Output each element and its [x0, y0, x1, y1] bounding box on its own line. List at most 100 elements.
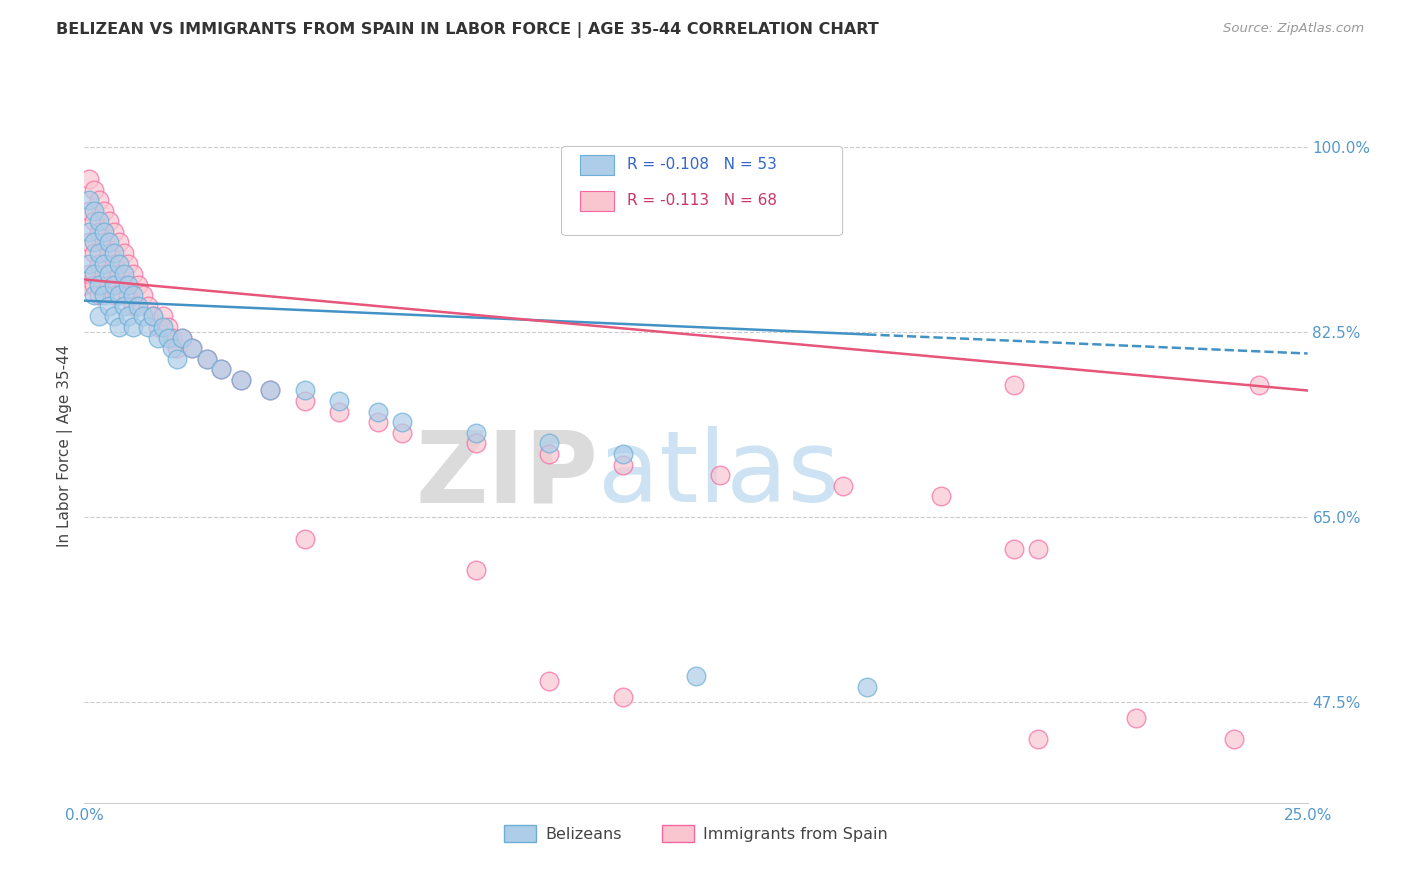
Point	[93, 267, 115, 281]
Text: R = -0.113   N = 68: R = -0.113 N = 68	[627, 193, 778, 208]
Point	[142, 310, 165, 324]
Point	[117, 288, 139, 302]
Point	[122, 320, 145, 334]
Point	[97, 299, 120, 313]
Point	[391, 415, 413, 429]
Point	[1028, 542, 1050, 557]
Point	[122, 299, 145, 313]
Point	[97, 267, 120, 281]
Point	[146, 320, 169, 334]
Point	[77, 193, 100, 207]
Point	[103, 246, 125, 260]
Point	[77, 267, 100, 281]
Point	[87, 257, 110, 271]
Point	[87, 193, 110, 207]
Point	[538, 436, 561, 450]
Point	[328, 404, 350, 418]
Point	[83, 288, 105, 302]
Point	[112, 299, 135, 313]
Point	[97, 277, 120, 292]
Point	[1125, 711, 1147, 725]
Point	[1247, 378, 1270, 392]
Point	[103, 257, 125, 271]
FancyBboxPatch shape	[561, 146, 842, 235]
Point	[831, 478, 853, 492]
Point	[156, 320, 179, 334]
Point	[156, 331, 179, 345]
Point	[181, 341, 204, 355]
Point	[1223, 732, 1246, 747]
Point	[538, 447, 561, 461]
Point	[103, 277, 125, 292]
Text: R = -0.108   N = 53: R = -0.108 N = 53	[627, 157, 778, 172]
Point	[117, 310, 139, 324]
Point	[77, 225, 100, 239]
Point	[107, 320, 129, 334]
Point	[612, 447, 634, 461]
Point	[612, 690, 634, 704]
Point	[87, 214, 110, 228]
Point	[929, 489, 952, 503]
Point	[112, 267, 135, 281]
Point	[229, 373, 252, 387]
Point	[87, 246, 110, 260]
Point	[464, 563, 486, 577]
Text: Source: ZipAtlas.com: Source: ZipAtlas.com	[1223, 22, 1364, 36]
Point	[136, 320, 159, 334]
Point	[1002, 542, 1025, 557]
Point	[195, 351, 218, 366]
Point	[162, 331, 184, 345]
Point	[152, 320, 174, 334]
Y-axis label: In Labor Force | Age 35-44: In Labor Force | Age 35-44	[58, 345, 73, 547]
Point	[83, 214, 105, 228]
Point	[142, 310, 165, 324]
Point	[112, 277, 135, 292]
Point	[93, 288, 115, 302]
Text: BELIZEAN VS IMMIGRANTS FROM SPAIN IN LABOR FORCE | AGE 35-44 CORRELATION CHART: BELIZEAN VS IMMIGRANTS FROM SPAIN IN LAB…	[56, 22, 879, 38]
Point	[685, 669, 707, 683]
Point	[97, 214, 120, 228]
Point	[83, 235, 105, 250]
Text: atlas: atlas	[598, 426, 839, 523]
Point	[93, 225, 115, 239]
Point	[612, 458, 634, 472]
Point	[172, 331, 194, 345]
Point	[464, 436, 486, 450]
Point	[83, 183, 105, 197]
Point	[103, 310, 125, 324]
Point	[103, 225, 125, 239]
Point	[97, 235, 120, 250]
Point	[259, 384, 281, 398]
Point	[152, 310, 174, 324]
Point	[259, 384, 281, 398]
Point	[77, 203, 100, 218]
Point	[73, 277, 96, 292]
Point	[195, 351, 218, 366]
Point	[367, 404, 389, 418]
Point	[172, 331, 194, 345]
Point	[294, 394, 316, 409]
Point	[87, 288, 110, 302]
Point	[83, 277, 105, 292]
Point	[209, 362, 232, 376]
Point	[229, 373, 252, 387]
Point	[294, 532, 316, 546]
Point	[132, 288, 155, 302]
Point	[127, 299, 149, 313]
Point	[391, 425, 413, 440]
Point	[464, 425, 486, 440]
Point	[97, 246, 120, 260]
Point	[328, 394, 350, 409]
Point	[132, 310, 155, 324]
Point	[112, 246, 135, 260]
Legend: Belizeans, Immigrants from Spain: Belizeans, Immigrants from Spain	[498, 819, 894, 848]
Point	[122, 288, 145, 302]
Point	[87, 310, 110, 324]
Point	[77, 235, 100, 250]
FancyBboxPatch shape	[579, 155, 614, 175]
Point	[538, 674, 561, 689]
Point	[93, 235, 115, 250]
Point	[166, 341, 188, 355]
Point	[103, 288, 125, 302]
Point	[87, 277, 110, 292]
